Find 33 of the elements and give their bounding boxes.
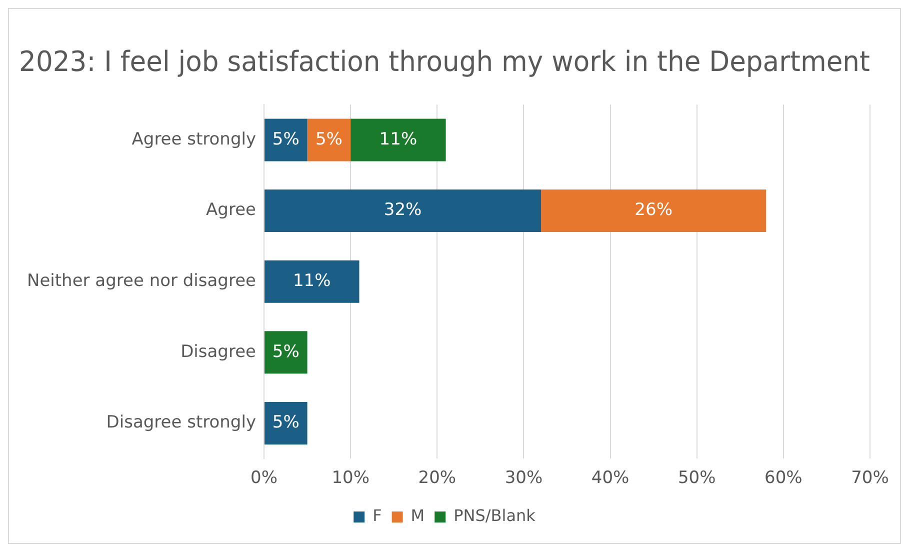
bar: [264, 402, 308, 444]
legend-label: F: [372, 506, 382, 526]
y-tick-label: Agree: [206, 200, 256, 220]
x-tick-label: 70%: [851, 468, 889, 488]
chart-title: 2023: I feel job satisfaction through my work in the Department: [19, 46, 870, 78]
data-label: 26%: [634, 200, 672, 220]
bar: [541, 190, 766, 232]
data-label: 5%: [272, 412, 300, 433]
bar: [264, 331, 308, 374]
data-label: 32%: [384, 200, 422, 220]
x-tick-label: 20%: [418, 468, 456, 488]
y-tick-label: Agree strongly: [132, 129, 256, 150]
y-tick-label: Disagree: [180, 342, 256, 362]
legend-label: PNS/Blank: [454, 506, 536, 526]
data-label: 5%: [272, 129, 300, 150]
x-tick-label: 10%: [332, 468, 370, 488]
data-label: 5%: [272, 342, 300, 362]
data-label: 11%: [292, 271, 331, 292]
bar: [264, 260, 360, 303]
data-label: 11%: [379, 129, 418, 150]
x-tick-label: 60%: [764, 468, 802, 488]
bar: [264, 118, 308, 162]
x-tick-label: 30%: [504, 468, 543, 488]
legend-label: M: [410, 506, 425, 526]
x-tick-label: 0%: [250, 468, 278, 488]
y-tick-label: Neither agree nor disagree: [26, 271, 256, 292]
bar: [350, 118, 446, 162]
bar: [264, 190, 542, 232]
bar: [307, 118, 351, 162]
data-label: 5%: [315, 129, 342, 150]
x-tick-label: 40%: [591, 468, 630, 488]
y-tick-label: Disagree strongly: [106, 412, 256, 433]
x-tick-label: 50%: [678, 468, 716, 488]
